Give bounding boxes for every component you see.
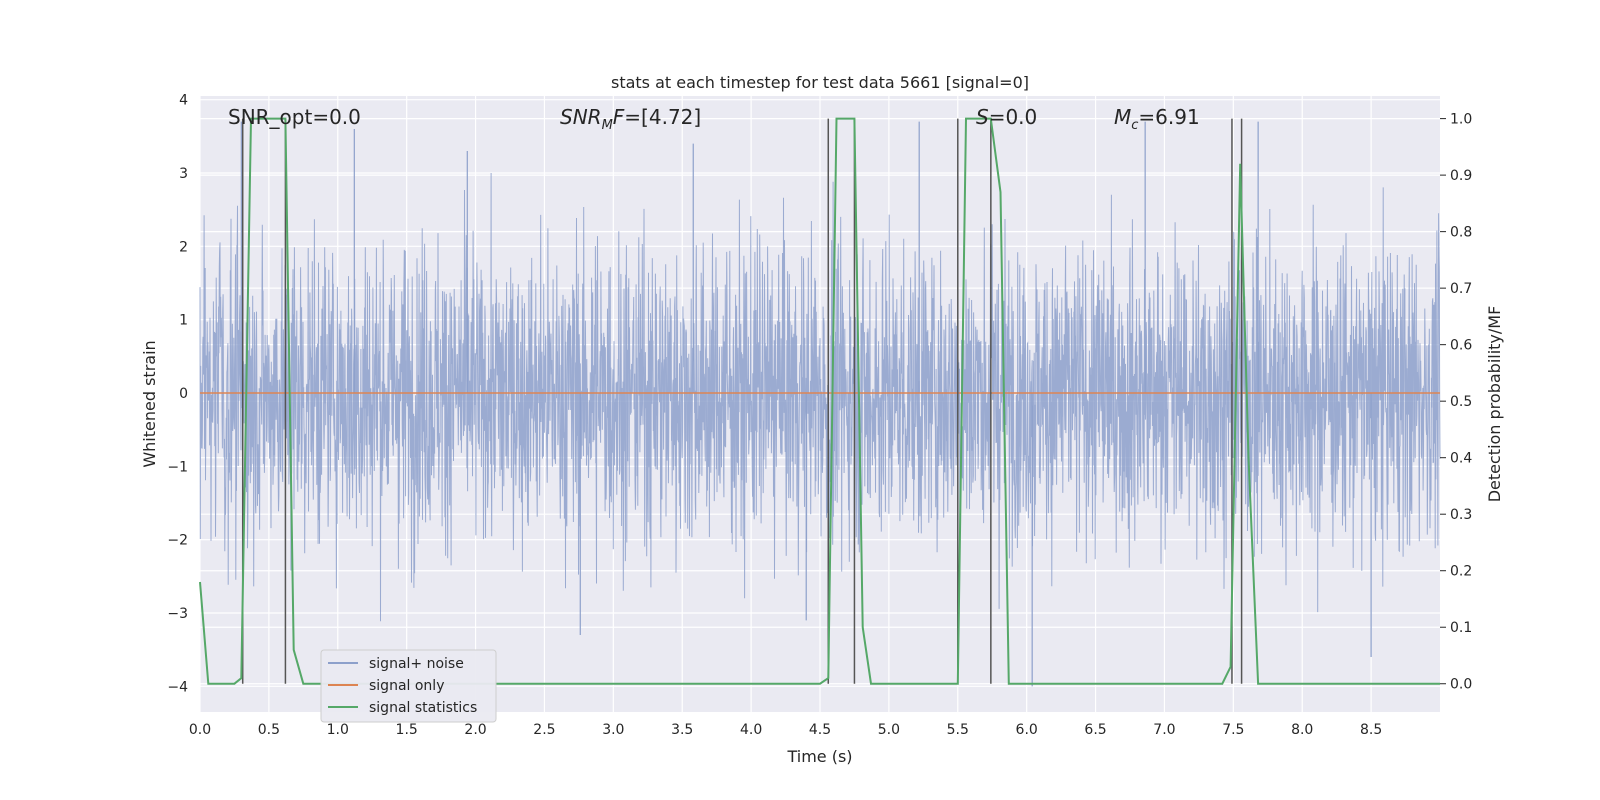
y-tick-label: −3 <box>167 606 188 622</box>
chart-title: stats at each timestep for test data 566… <box>611 73 1029 92</box>
x-tick-label: 3.0 <box>602 722 624 738</box>
x-tick-label: 0.0 <box>189 722 211 738</box>
legend-label-signal-only: signal only <box>369 678 444 694</box>
x-tick-label: 6.5 <box>1084 722 1106 738</box>
y-right-tick-label: 0.6 <box>1450 338 1472 354</box>
annotation-snr-mf: SNRMF=[4.72] <box>560 105 701 133</box>
annotation-snr-opt: SNR_opt=0.0 <box>228 105 361 129</box>
series-signal-noise <box>199 121 1441 687</box>
y-tick-label: 2 <box>179 239 188 255</box>
x-axis-ticks: 0.0 0.5 1.0 1.5 2.0 2.5 3.0 3.5 4.0 4.5 5.0 5.5 6.0 6… <box>189 722 1382 738</box>
y-right-tick-label: 0.1 <box>1450 620 1472 636</box>
legend-label-signal-statistics: signal statistics <box>369 700 477 716</box>
annotation-snr-mf-value: =[4.72] <box>624 105 701 129</box>
y-axis-ticks: 4 3 2 1 0 −1 −2 −3 −4 <box>167 93 188 696</box>
x-tick-label: 4.5 <box>809 722 831 738</box>
annotation-s: S=0.0 <box>976 105 1037 129</box>
x-tick-label: 8.5 <box>1360 722 1382 738</box>
y-tick-label: 4 <box>179 93 188 109</box>
annotation-s-value: =0.0 <box>989 105 1038 129</box>
y-tick-label: −1 <box>167 459 188 475</box>
x-tick-label: 3.5 <box>671 722 693 738</box>
x-tick-label: 4.0 <box>740 722 762 738</box>
y-right-axis-label: Detection probability/MF <box>1485 306 1504 503</box>
y-right-tick-label: 0.3 <box>1450 507 1472 523</box>
x-tick-label: 7.0 <box>1153 722 1175 738</box>
x-tick-label: 2.5 <box>533 722 555 738</box>
x-tick-label: 5.5 <box>947 722 969 738</box>
x-tick-label: 8.0 <box>1291 722 1313 738</box>
noise-trace <box>199 172 1441 622</box>
x-axis-label: Time (s) <box>786 747 852 766</box>
x-tick-label: 1.5 <box>396 722 418 738</box>
y-tick-label: −4 <box>167 679 188 695</box>
x-tick-label: 7.5 <box>1222 722 1244 738</box>
y-right-tick-label: 0.8 <box>1450 225 1472 241</box>
y-right-tick-label: 0.7 <box>1450 281 1472 297</box>
x-tick-label: 0.5 <box>258 722 280 738</box>
x-tick-label: 2.0 <box>464 722 486 738</box>
series-signal-statistics <box>199 117 1440 685</box>
y-right-tick-label: 0.0 <box>1450 677 1472 693</box>
y-axis-label: Whitened strain <box>140 340 159 467</box>
legend: signal+ noise signal only signal statist… <box>320 649 497 723</box>
legend-label-signal-noise: signal+ noise <box>369 656 464 672</box>
statistics-line <box>199 117 1440 685</box>
y-tick-label: 3 <box>179 166 188 182</box>
y-tick-label: 1 <box>179 313 188 329</box>
y-right-tick-label: 0.9 <box>1450 168 1472 184</box>
y-right-tick-label: 0.5 <box>1450 394 1472 410</box>
x-tick-label: 5.0 <box>878 722 900 738</box>
annotation-mc-value: =6.91 <box>1138 105 1199 129</box>
y-right-tick-label: 0.4 <box>1450 451 1472 467</box>
y-right-tick-label: 0.2 <box>1450 564 1472 580</box>
y-tick-label: 0 <box>179 386 188 402</box>
y-tick-label: −2 <box>167 533 188 549</box>
y-right-axis-ticks: 1.0 0.9 0.8 0.7 0.6 0.5 0.4 0.3 0.2 0.1 0.0 <box>1440 112 1472 693</box>
legend-box <box>320 649 497 723</box>
y-right-tick-label: 1.0 <box>1450 112 1472 128</box>
x-tick-label: 1.0 <box>327 722 349 738</box>
annotation-mc: Mc=6.91 <box>1114 105 1200 133</box>
x-tick-label: 6.0 <box>1016 722 1038 738</box>
